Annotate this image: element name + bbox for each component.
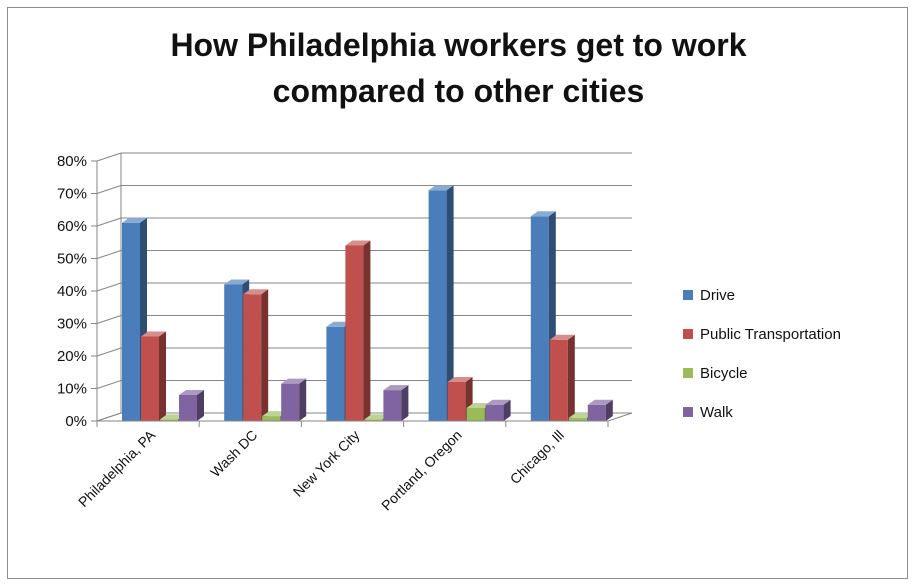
bar-public-transportation-wash-dc (243, 289, 269, 421)
bar-side (567, 334, 575, 421)
bar-front (122, 222, 140, 421)
gridline-side (96, 347, 122, 357)
bar-front (262, 416, 281, 421)
bar-top (179, 390, 204, 395)
bar-top (262, 411, 288, 417)
legend-swatch-walk (683, 407, 693, 417)
bar-front (345, 245, 364, 421)
bar-front (485, 404, 504, 421)
x-tick-label: Portland, Oregon (378, 427, 465, 514)
bar-public-transportation-new-york-city (345, 240, 371, 421)
bar-side (261, 289, 269, 421)
bar-front (326, 326, 345, 421)
legend-swatch-drive (683, 290, 693, 300)
bar-front (447, 382, 466, 421)
y-tick-label: 20% (57, 348, 87, 365)
bar-front (549, 339, 568, 421)
bar-walk-wash-dc (281, 378, 307, 421)
gridline-side (96, 217, 122, 227)
chart-title: How Philadelphia workers get to work com… (170, 27, 747, 109)
bar-top (345, 240, 371, 246)
bar-top (447, 377, 473, 382)
gridline-side (96, 380, 122, 389)
y-tick-label: 60% (57, 218, 87, 235)
bar-side (503, 399, 511, 421)
bar-top (485, 399, 511, 405)
x-tick-label: Chicago, Ill (507, 427, 567, 487)
chart-frame (7, 7, 908, 579)
legend-label-walk: Walk (700, 404, 733, 421)
bar-front (281, 383, 300, 421)
bar-top (364, 414, 390, 420)
bar-side (363, 240, 371, 421)
y-tick-label: 30% (57, 316, 87, 333)
bar-side (605, 399, 613, 421)
bar-top (224, 279, 250, 285)
bar-side (401, 385, 409, 421)
x-tick-label: Wash DC (207, 427, 260, 480)
bar-top (466, 403, 492, 408)
gridline-side (96, 412, 122, 422)
y-tick-label: 10% (57, 381, 87, 398)
bar-top (141, 331, 166, 337)
y-tick-label: 40% (57, 283, 87, 300)
bar-top (587, 399, 613, 405)
legend-swatch-bicycle (683, 368, 693, 378)
legend-label-drive: Drive (700, 287, 735, 304)
bar-side (299, 378, 307, 421)
bar-top (428, 185, 454, 191)
y-tick-label: 0% (65, 413, 87, 430)
bar-drive-portland-oregon (428, 185, 454, 421)
x-tick-label: Philadelphia, PA (75, 426, 159, 510)
bar-front (568, 417, 587, 421)
bar-side (197, 390, 204, 421)
bar-front (383, 390, 402, 421)
bar-side (446, 185, 454, 421)
legend-label-public-transportation: Public Transportation (700, 326, 841, 343)
bar-top (383, 385, 409, 391)
bar-public-transportation-chicago-ill (549, 334, 575, 421)
bar-front (243, 294, 262, 421)
bar-top (568, 412, 594, 418)
bar-walk-philadelphia-pa (179, 390, 204, 421)
gridline-side (96, 152, 122, 162)
bar-top (549, 334, 575, 340)
legend-swatch-public-transportation (683, 329, 693, 339)
bar-side (159, 331, 166, 421)
bar-top (281, 378, 307, 384)
gridline-side (96, 315, 122, 324)
y-tick-label: 50% (57, 251, 87, 268)
bar-walk-portland-oregon (485, 399, 511, 421)
bar-front (179, 395, 197, 421)
gridline-side (96, 185, 122, 194)
bar-walk-new-york-city (383, 385, 409, 421)
bar-front (160, 419, 178, 421)
y-tick-label: 70% (57, 186, 87, 203)
legend-label-bicycle: Bicycle (700, 365, 748, 382)
bar-top (326, 321, 352, 327)
bar-top (160, 414, 185, 420)
bar-front (466, 408, 485, 421)
bar-front (364, 419, 383, 421)
bar-top (530, 211, 556, 217)
bar-front (428, 190, 447, 421)
bar-top (243, 289, 269, 295)
bar-front (530, 216, 549, 421)
bar-front (587, 404, 606, 421)
bar-public-transportation-philadelphia-pa (141, 331, 166, 421)
y-tick-label: 80% (57, 153, 87, 170)
bar-top (122, 217, 147, 223)
bar-front (224, 284, 243, 421)
bar-front (141, 336, 159, 421)
bar-walk-chicago-ill (587, 399, 613, 421)
x-tick-label: New York City (290, 427, 363, 500)
gridline-side (96, 282, 122, 292)
gridline-side (96, 250, 122, 259)
